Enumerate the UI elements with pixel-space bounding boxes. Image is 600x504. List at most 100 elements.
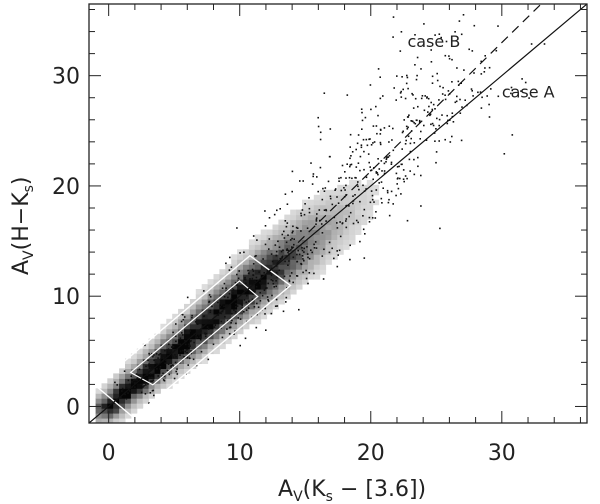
- scatter-point: [252, 270, 255, 272]
- scatter-point: [220, 304, 223, 306]
- scatter-point: [454, 101, 457, 104]
- scatter-point: [348, 205, 350, 207]
- scatter-point: [418, 121, 421, 123]
- density-cell: [237, 303, 244, 310]
- scatter-point: [409, 170, 411, 172]
- scatter-point: [510, 92, 512, 95]
- scatter-point: [387, 201, 390, 204]
- density-cell: [319, 209, 327, 216]
- scatter-point: [262, 258, 264, 260]
- scatter-point: [328, 155, 331, 158]
- scatter-point: [334, 189, 336, 191]
- density-cell: [296, 264, 303, 270]
- scatter-point: [169, 350, 172, 352]
- density-cell: [319, 224, 327, 230]
- density-cell: [302, 259, 309, 265]
- density-cell: [319, 234, 327, 240]
- density-cell: [231, 289, 238, 295]
- density-cell: [254, 244, 262, 250]
- density-cell: [166, 318, 173, 325]
- density-cell: [219, 289, 226, 295]
- density-cell: [113, 398, 120, 404]
- scatter-point: [189, 330, 191, 332]
- scatter-point: [212, 343, 215, 346]
- density-cell: [225, 303, 232, 310]
- scatter-point: [404, 97, 407, 100]
- line-case-b: [265, 4, 542, 275]
- density-cell: [178, 343, 185, 350]
- scatter-point: [456, 95, 458, 98]
- density-cell: [225, 328, 232, 335]
- density-cell: [201, 323, 209, 330]
- density-cell: [307, 259, 315, 265]
- scatter-point: [267, 299, 269, 301]
- scatter-point: [375, 189, 378, 191]
- scatter-point: [134, 382, 136, 385]
- scatter-point: [434, 34, 436, 36]
- scatter-point: [374, 217, 377, 219]
- scatter-point: [420, 68, 422, 70]
- scatter-point: [140, 383, 142, 386]
- scatter-point: [439, 227, 441, 230]
- density-cell: [178, 363, 185, 369]
- density-cell: [272, 224, 279, 230]
- scatter-point: [153, 359, 155, 362]
- scatter-point: [143, 385, 145, 387]
- scatter-point: [153, 394, 155, 397]
- density-cell: [142, 368, 150, 374]
- density-cell: [142, 358, 150, 364]
- scatter-point: [363, 208, 366, 211]
- density-cell: [166, 358, 173, 364]
- density-cell: [195, 294, 203, 300]
- scatter-point: [232, 292, 234, 294]
- scatter-point: [361, 119, 364, 122]
- density-cell: [360, 199, 368, 206]
- density-cell: [148, 348, 155, 355]
- density-cell: [101, 383, 108, 389]
- scatter-point: [444, 138, 446, 141]
- density-cell: [372, 184, 380, 191]
- density-cell: [248, 264, 256, 270]
- scatter-point: [156, 362, 158, 365]
- scatter-point: [349, 146, 351, 148]
- density-cell: [302, 224, 309, 230]
- scatter-point: [125, 398, 128, 400]
- scatter-point: [281, 255, 284, 258]
- scatter-point: [231, 287, 233, 289]
- scatter-point: [416, 74, 418, 77]
- density-cell: [172, 328, 179, 335]
- scatter-point: [264, 313, 266, 315]
- scatter-point: [263, 272, 265, 274]
- scatter-point: [285, 249, 288, 251]
- scatter-point: [380, 197, 383, 200]
- density-cell: [95, 413, 102, 419]
- density-cell: [113, 418, 120, 423]
- scatter-point: [367, 153, 370, 155]
- density-cell: [231, 279, 238, 285]
- density-cell: [337, 249, 344, 255]
- density-cell: [207, 328, 214, 335]
- density-cell: [284, 254, 291, 260]
- density-cell: [101, 398, 108, 404]
- scatter-point: [287, 234, 289, 236]
- density-cell: [331, 244, 338, 250]
- density-cell: [266, 279, 273, 285]
- scatter-point: [345, 177, 347, 179]
- density-cell: [254, 234, 262, 240]
- density-cell: [101, 388, 108, 394]
- scatter-point: [127, 392, 129, 394]
- density-cell: [101, 393, 108, 399]
- scatter-point: [226, 328, 228, 330]
- scatter-point: [435, 161, 437, 164]
- density-cell: [260, 279, 268, 285]
- density-cell: [243, 289, 250, 295]
- density-cell: [366, 179, 374, 186]
- density-cell: [260, 259, 268, 265]
- scatter-point: [198, 334, 200, 336]
- density-cell: [366, 189, 374, 196]
- density-cell: [231, 264, 238, 270]
- scatter-point: [274, 305, 277, 307]
- density-cell: [360, 219, 368, 226]
- scatter-point: [346, 163, 348, 165]
- scatter-point: [448, 57, 451, 60]
